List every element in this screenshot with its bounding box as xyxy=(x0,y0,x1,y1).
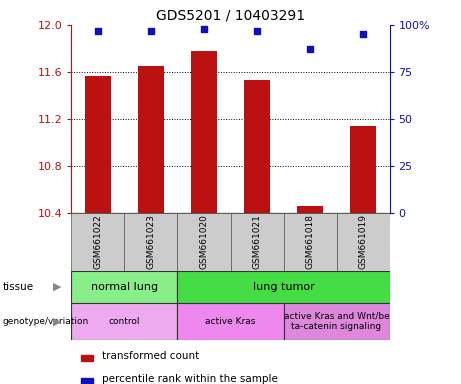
Bar xyxy=(284,213,337,271)
Text: control: control xyxy=(109,317,140,326)
Text: active Kras and Wnt/be
ta-catenin signaling: active Kras and Wnt/be ta-catenin signal… xyxy=(284,312,390,331)
Bar xyxy=(297,206,323,213)
Text: lung tumor: lung tumor xyxy=(253,282,314,292)
Point xyxy=(306,46,313,53)
Point xyxy=(148,28,155,34)
Point xyxy=(200,26,207,32)
Bar xyxy=(350,126,376,213)
Point xyxy=(94,28,101,34)
Bar xyxy=(177,213,230,271)
Text: GSM661020: GSM661020 xyxy=(200,215,208,269)
Point xyxy=(254,28,261,34)
Bar xyxy=(71,303,177,340)
Text: active Kras: active Kras xyxy=(205,317,256,326)
Bar xyxy=(177,271,390,303)
Text: transformed count: transformed count xyxy=(102,351,199,361)
Bar xyxy=(244,80,270,213)
Bar xyxy=(230,213,284,271)
Bar xyxy=(177,303,284,340)
Bar xyxy=(81,355,93,361)
Text: GSM661019: GSM661019 xyxy=(359,214,367,270)
Bar xyxy=(85,76,111,213)
Bar xyxy=(191,51,217,213)
Text: normal lung: normal lung xyxy=(91,282,158,292)
Bar xyxy=(284,303,390,340)
Bar xyxy=(71,271,177,303)
Text: genotype/variation: genotype/variation xyxy=(2,317,89,326)
Text: GSM661018: GSM661018 xyxy=(306,214,314,270)
Text: GSM661022: GSM661022 xyxy=(94,215,102,269)
Bar xyxy=(81,378,93,384)
Bar xyxy=(138,66,164,213)
Text: percentile rank within the sample: percentile rank within the sample xyxy=(102,374,278,384)
Bar xyxy=(337,213,390,271)
Text: GSM661023: GSM661023 xyxy=(147,215,155,269)
Title: GDS5201 / 10403291: GDS5201 / 10403291 xyxy=(156,8,305,22)
Bar xyxy=(71,213,124,271)
Point xyxy=(359,31,366,37)
Bar xyxy=(124,213,177,271)
Text: tissue: tissue xyxy=(2,282,34,292)
Text: GSM661021: GSM661021 xyxy=(253,215,261,269)
Text: ▶: ▶ xyxy=(53,282,61,292)
Text: ▶: ▶ xyxy=(53,316,61,327)
